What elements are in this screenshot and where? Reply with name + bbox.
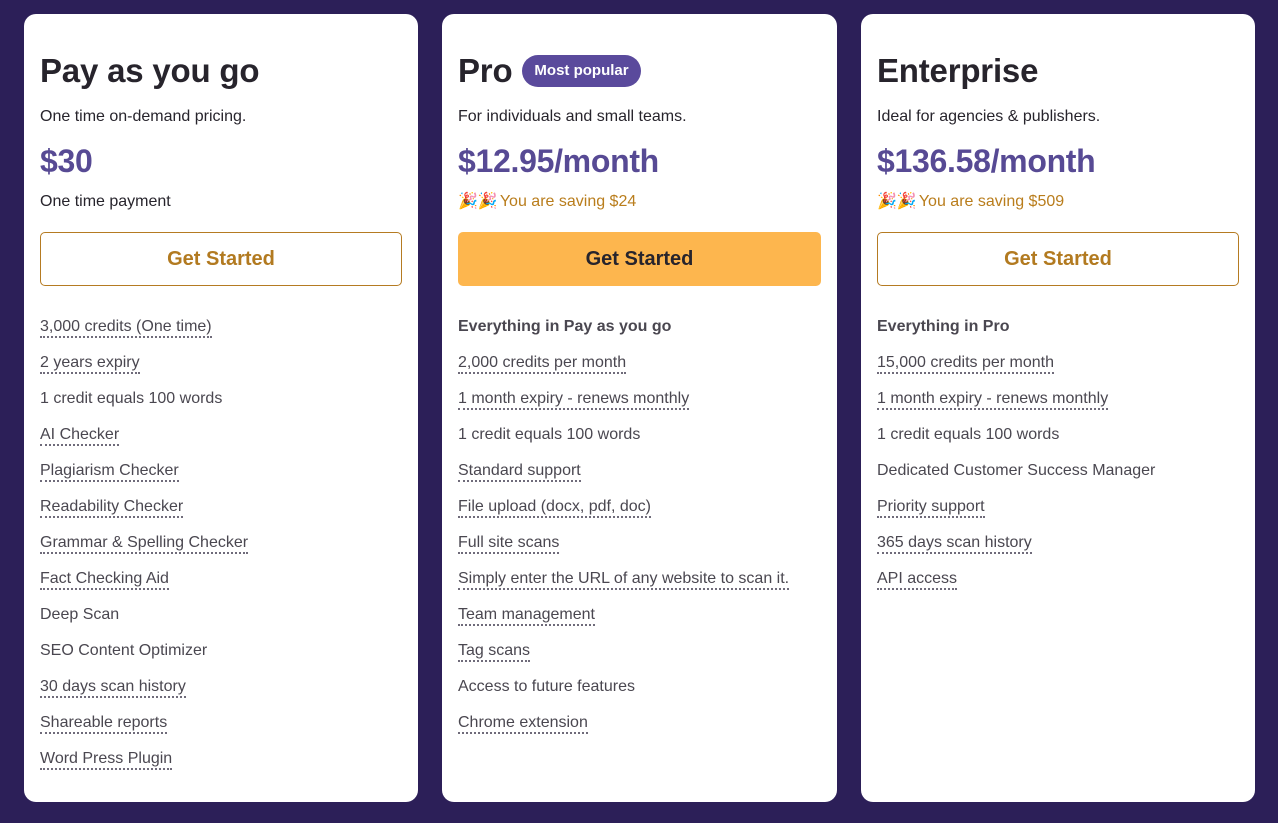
feature-tooltip-trigger[interactable]: Priority support	[877, 498, 985, 518]
feature-tooltip-trigger[interactable]: Readability Checker	[40, 498, 184, 518]
get-started-button[interactable]: Get Started	[458, 232, 821, 286]
feature-item: Shareable reports	[40, 713, 402, 749]
plan-price: $136.58/month	[877, 143, 1096, 179]
feature-tooltip-trigger[interactable]: Full site scans	[458, 534, 560, 554]
feature-tooltip-trigger[interactable]: 15,000 credits per month	[877, 354, 1054, 374]
plan-price: $30	[40, 143, 93, 179]
saving-text: You are saving $509	[918, 193, 1065, 210]
feature-tooltip-trigger[interactable]: 2 years expiry	[40, 354, 140, 374]
plan-title-row: Pay as you go	[40, 51, 402, 91]
feature-tooltip-trigger[interactable]: Chrome extension	[458, 714, 588, 734]
feature-label: Access to future features	[458, 678, 635, 695]
saving-note: 🎉🎉 You are saving $509	[877, 192, 1239, 212]
feature-tooltip-trigger[interactable]: Fact Checking Aid	[40, 570, 169, 590]
feature-label: 1 credit equals 100 words	[40, 390, 223, 407]
feature-tooltip-trigger[interactable]: Grammar & Spelling Checker	[40, 534, 249, 554]
feature-tooltip-trigger[interactable]: 30 days scan history	[40, 678, 186, 698]
plan-description: One time on-demand pricing.	[40, 108, 247, 125]
plan-name: Pro	[458, 52, 513, 89]
feature-list-heading: Everything in Pro	[877, 318, 1010, 335]
get-started-button[interactable]: Get Started	[877, 232, 1239, 286]
feature-label: 1 credit equals 100 words	[458, 426, 641, 443]
feature-item: Full site scans	[458, 533, 821, 569]
feature-item: 15,000 credits per month	[877, 353, 1239, 389]
feature-item: Readability Checker	[40, 497, 402, 533]
feature-item: Priority support	[877, 497, 1239, 533]
feature-tooltip-trigger[interactable]: Simply enter the URL of any website to s…	[458, 570, 790, 590]
feature-tooltip-trigger[interactable]: API access	[877, 570, 958, 590]
feature-item: 2,000 credits per month	[458, 353, 821, 389]
feature-label: SEO Content Optimizer	[40, 642, 208, 659]
saving-text: You are saving $24	[499, 193, 637, 210]
feature-tooltip-trigger[interactable]: Standard support	[458, 462, 581, 482]
feature-label: Dedicated Customer Success Manager	[877, 462, 1156, 479]
feature-item: Plagiarism Checker	[40, 461, 402, 497]
plan-price: $12.95/month	[458, 143, 659, 179]
feature-item: 1 credit equals 100 words	[40, 389, 402, 425]
feature-tooltip-trigger[interactable]: 3,000 credits (One time)	[40, 318, 212, 338]
feature-list: 3,000 credits (One time) 2 years expiry 1 …	[40, 317, 402, 785]
feature-item: File upload (docx, pdf, doc)	[458, 497, 821, 533]
feature-item: Chrome extension	[458, 713, 821, 749]
feature-item: 1 credit equals 100 words	[458, 425, 821, 461]
feature-list-heading: Everything in Pay as you go	[458, 318, 672, 335]
party-popper-icon: 🎉🎉	[458, 193, 498, 210]
feature-tooltip-trigger[interactable]: 2,000 credits per month	[458, 354, 627, 374]
feature-item: 3,000 credits (One time)	[40, 317, 402, 353]
feature-tooltip-trigger[interactable]: 365 days scan history	[877, 534, 1032, 554]
feature-tooltip-trigger[interactable]: Shareable reports	[40, 714, 168, 734]
saving-note: 🎉🎉 You are saving $24	[458, 192, 821, 212]
feature-item: Fact Checking Aid	[40, 569, 402, 605]
feature-tooltip-trigger[interactable]: AI Checker	[40, 426, 120, 446]
feature-tooltip-trigger[interactable]: Plagiarism Checker	[40, 462, 179, 482]
feature-item: Deep Scan	[40, 605, 402, 641]
feature-tooltip-trigger[interactable]: 1 month expiry - renews monthly	[877, 390, 1109, 410]
plan-card-enterprise: Enterprise Ideal for agencies & publishe…	[861, 14, 1255, 802]
payment-note: One time payment	[40, 193, 171, 210]
party-popper-icon: 🎉🎉	[877, 193, 917, 210]
plan-name: Pay as you go	[40, 52, 260, 89]
plan-description: For individuals and small teams.	[458, 108, 687, 125]
feature-item: SEO Content Optimizer	[40, 641, 402, 677]
feature-item: 1 month expiry - renews monthly	[877, 389, 1239, 425]
feature-item: 1 month expiry - renews monthly	[458, 389, 821, 425]
feature-item: Dedicated Customer Success Manager	[877, 461, 1239, 497]
feature-item: Standard support	[458, 461, 821, 497]
feature-label: 1 credit equals 100 words	[877, 426, 1060, 443]
plan-description: Ideal for agencies & publishers.	[877, 108, 1101, 125]
feature-list: Everything in Pay as you go 2,000 credits…	[458, 317, 821, 749]
feature-tooltip-trigger[interactable]: 1 month expiry - renews monthly	[458, 390, 690, 410]
feature-item: 30 days scan history	[40, 677, 402, 713]
feature-item: Simply enter the URL of any website to s…	[458, 569, 821, 605]
feature-item: Team management	[458, 605, 821, 641]
feature-tooltip-trigger[interactable]: Word Press Plugin	[40, 750, 173, 770]
feature-item: Grammar & Spelling Checker	[40, 533, 402, 569]
feature-item: 2 years expiry	[40, 353, 402, 389]
get-started-button[interactable]: Get Started	[40, 232, 402, 286]
feature-item: AI Checker	[40, 425, 402, 461]
feature-tooltip-trigger[interactable]: File upload (docx, pdf, doc)	[458, 498, 651, 518]
plan-title-row: Pro Most popular	[458, 51, 821, 91]
feature-item: API access	[877, 569, 1239, 605]
feature-tooltip-trigger[interactable]: Team management	[458, 606, 595, 626]
feature-item: Tag scans	[458, 641, 821, 677]
feature-item: Word Press Plugin	[40, 749, 402, 785]
feature-item: 1 credit equals 100 words	[877, 425, 1239, 461]
feature-list: Everything in Pro 15,000 credits per mont…	[877, 317, 1239, 605]
feature-label: Deep Scan	[40, 606, 120, 623]
feature-item: 365 days scan history	[877, 533, 1239, 569]
most-popular-badge: Most popular	[522, 55, 641, 87]
plan-title-row: Enterprise	[877, 51, 1239, 91]
plan-card-pay-as-you-go: Pay as you go One time on-demand pricing…	[24, 14, 418, 802]
feature-tooltip-trigger[interactable]: Tag scans	[458, 642, 531, 662]
plan-name: Enterprise	[877, 52, 1039, 89]
feature-item: Access to future features	[458, 677, 821, 713]
plan-card-pro: Pro Most popular For individuals and sma…	[442, 14, 837, 802]
